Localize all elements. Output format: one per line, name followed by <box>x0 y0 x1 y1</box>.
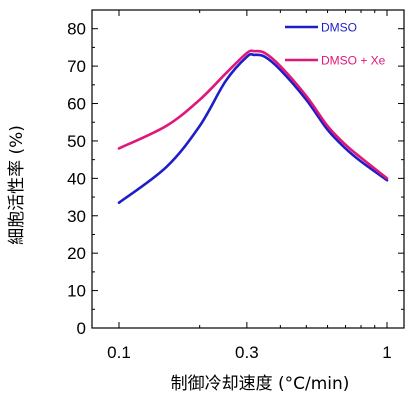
x-tick-label: 1 <box>382 343 391 362</box>
legend-label-dmso: DMSO <box>321 21 357 35</box>
x-tick-label: 0.3 <box>235 343 259 362</box>
series-line-dmso <box>117 52 389 204</box>
y-axis-title: 細胞活性率 (%) <box>7 125 27 245</box>
legend: DMSO DMSO + Xe <box>285 21 386 68</box>
y-tick-label: 50 <box>67 132 86 151</box>
y-axis-ticks: 0 10 20 30 40 50 60 70 80 <box>67 9 404 338</box>
plot-area-border <box>91 9 405 329</box>
y-tick-label: 10 <box>67 282 86 301</box>
legend-label-dmso-xe: DMSO + Xe <box>321 54 386 68</box>
y-tick-label: 60 <box>67 95 86 114</box>
x-axis-title: 制御冷却速度 (°C/min) <box>171 374 350 394</box>
y-tick-label: 70 <box>67 57 86 76</box>
y-tick-label: 0 <box>77 319 86 338</box>
x-tick-label: 0.1 <box>107 343 131 362</box>
y-tick-label: 80 <box>67 20 86 39</box>
series-lines <box>117 49 389 204</box>
plot-frame <box>91 9 405 329</box>
y-tick-label: 40 <box>67 169 86 188</box>
x-axis-ticks: 0.1 0.3 1 <box>107 10 392 362</box>
y-tick-label: 20 <box>67 244 86 263</box>
y-tick-label: 30 <box>67 207 86 226</box>
series-line-dmso-xe <box>117 49 389 180</box>
